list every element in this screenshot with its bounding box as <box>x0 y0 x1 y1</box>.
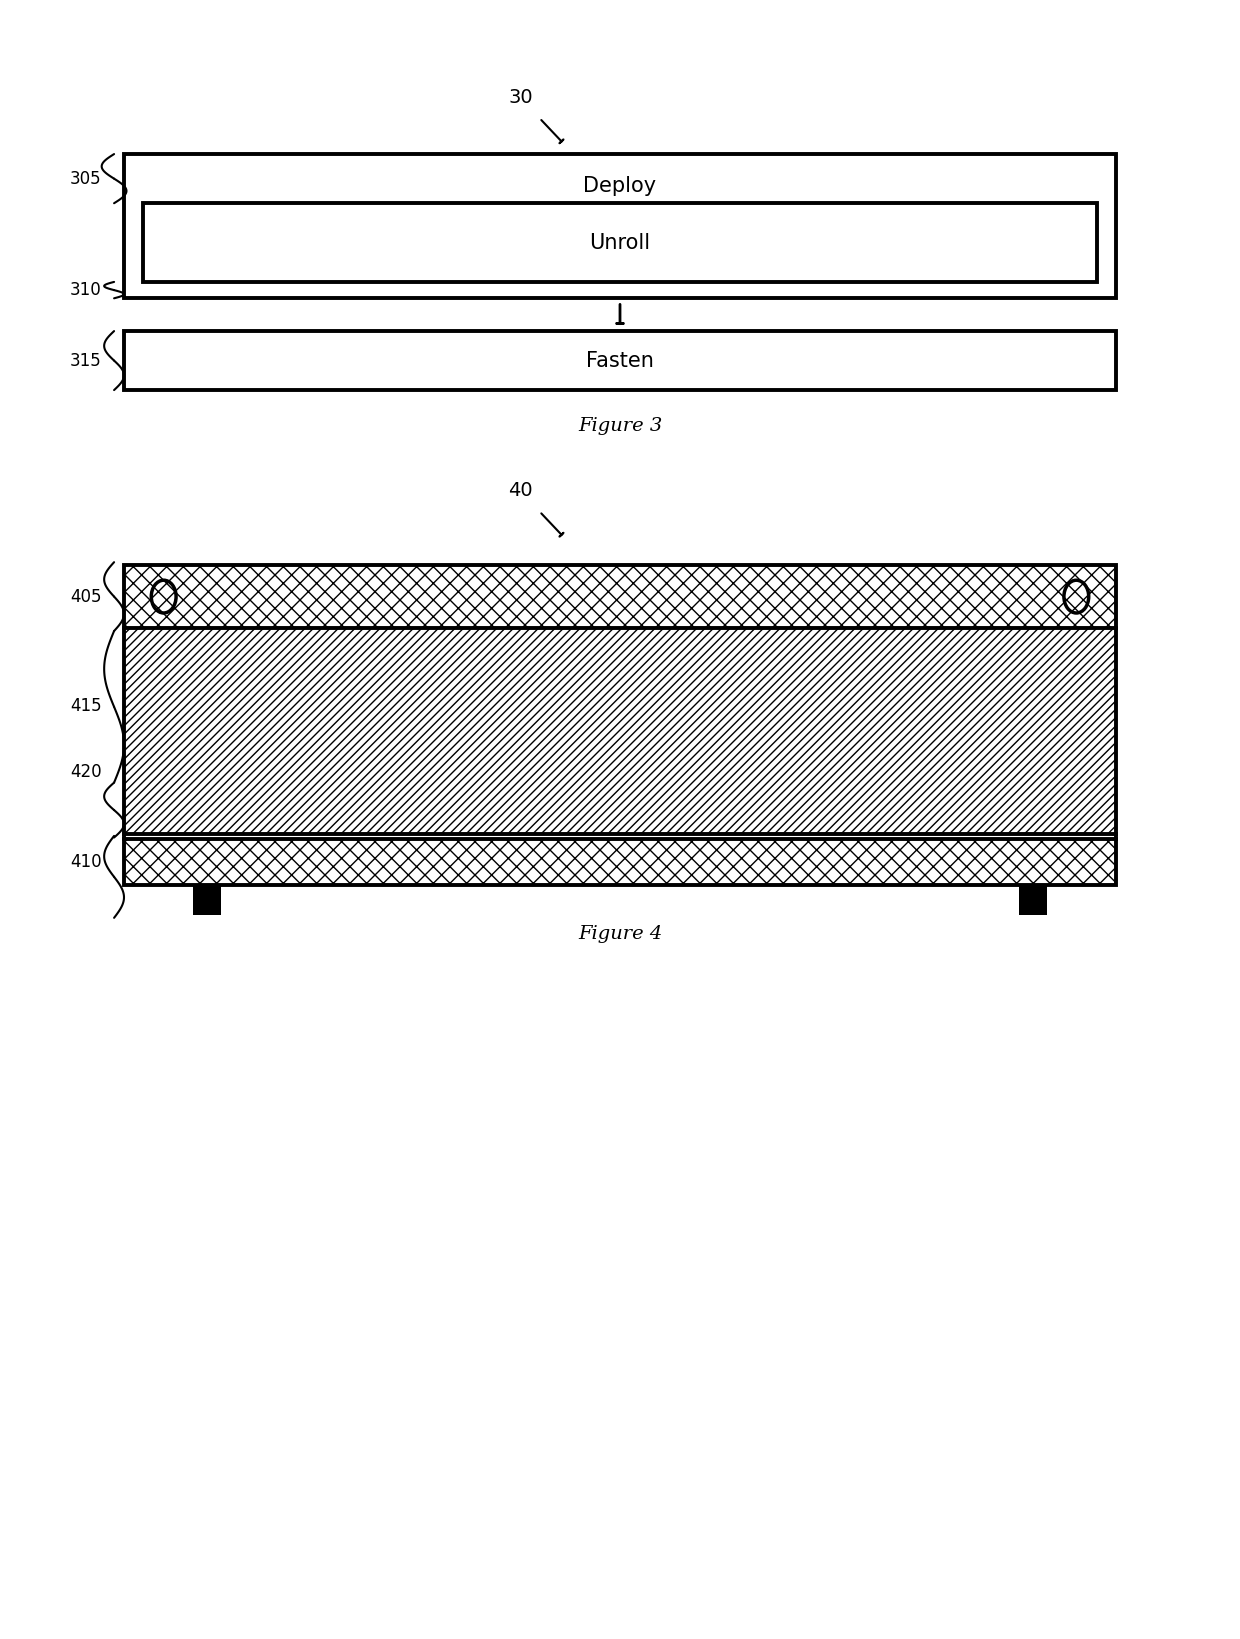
Bar <box>124 154 1116 298</box>
Text: Deploy: Deploy <box>584 175 656 195</box>
Bar <box>1019 885 1047 915</box>
Bar <box>124 565 1116 628</box>
Text: 30: 30 <box>508 87 533 107</box>
Bar <box>124 565 1116 885</box>
Text: 305: 305 <box>69 170 102 187</box>
Text: 415: 415 <box>69 697 102 715</box>
Bar <box>193 885 221 915</box>
Bar <box>124 839 1116 885</box>
Text: Figure 4: Figure 4 <box>578 926 662 942</box>
Text: 410: 410 <box>69 854 102 870</box>
Bar <box>124 331 1116 390</box>
Text: 420: 420 <box>69 764 102 782</box>
Text: 315: 315 <box>69 352 102 369</box>
Bar <box>124 565 1116 885</box>
Text: 40: 40 <box>508 480 533 500</box>
Bar <box>143 203 1097 282</box>
Bar <box>124 628 1116 834</box>
Text: Unroll: Unroll <box>589 233 651 252</box>
Text: Fasten: Fasten <box>587 351 653 370</box>
Text: Figure 3: Figure 3 <box>578 418 662 434</box>
Text: 405: 405 <box>71 588 102 605</box>
Text: 310: 310 <box>69 282 102 298</box>
